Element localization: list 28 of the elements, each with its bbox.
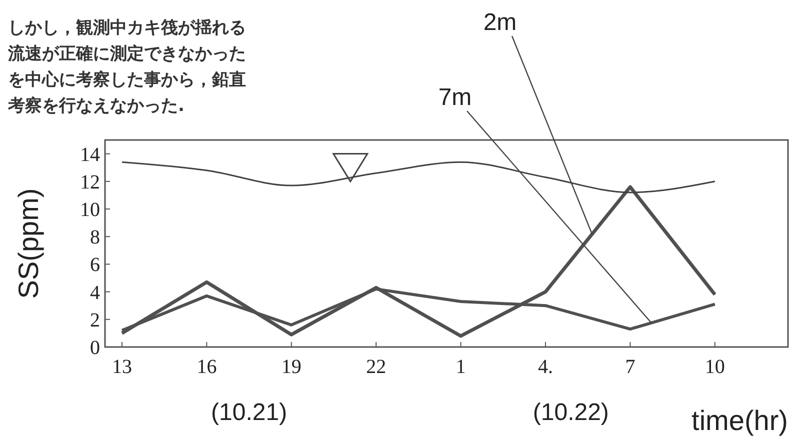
y-tick-label: 14 [80,144,100,166]
y-tick-label: 8 [90,226,100,249]
text: (10.22) [532,399,609,426]
x-axis-title: time(hr) [692,405,788,436]
text: 2m [483,9,517,36]
text: を中心に考察した事から，鉛直 [8,70,246,90]
y-axis-title: SS(ppm) [13,188,44,299]
y-tick-label: 2 [90,309,100,332]
text: (10.21) [211,399,288,426]
x-tick-label: 7 [625,356,636,378]
x-tick-label: 19 [281,356,302,378]
x-tick-label: 13 [112,356,132,378]
text: しかし，観測中カキ筏が揺れる [8,18,246,38]
y-tick-label: 6 [90,254,100,276]
line-series [120,185,717,338]
x-tick-label: 4. [538,356,553,378]
y-tick-label: 4 [90,282,100,304]
y-tick-label: 12 [80,171,100,194]
line-series [121,161,716,194]
x-tick-label: 1 [456,356,466,378]
text: 考察を行なえなかった. [7,96,184,116]
x-tick-label: 22 [366,356,386,378]
y-tick-label: 10 [80,199,100,221]
y-tick-label: 0 [90,337,100,359]
text: 7m [438,84,472,111]
x-tick-label: 16 [196,356,217,378]
x-tick-label: 10 [704,356,725,378]
text: 流速が正確に測定できなかった [7,44,246,64]
